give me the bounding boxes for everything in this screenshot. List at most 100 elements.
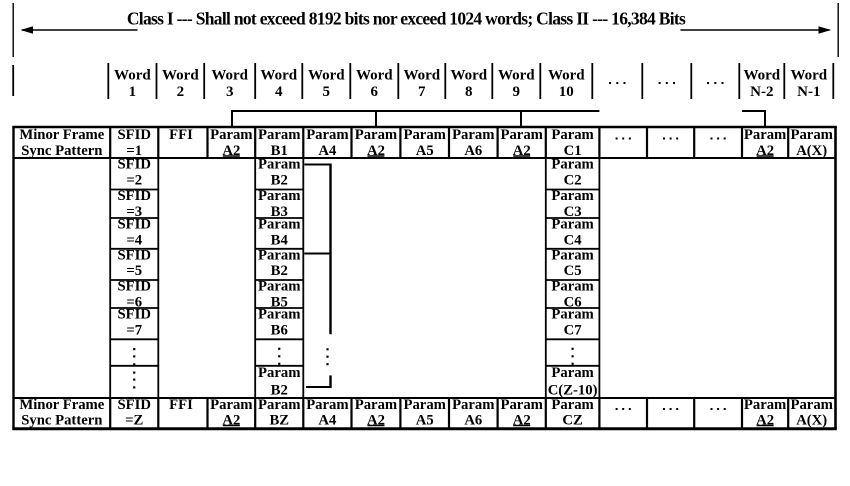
svg-text:A5: A5 [416,412,434,428]
svg-text:7: 7 [418,84,426,100]
svg-text:Param: Param [790,397,832,413]
svg-text:A5: A5 [416,143,434,159]
svg-text:=2: =2 [126,172,142,188]
svg-text:A(X): A(X) [796,143,827,159]
svg-text:CZ: CZ [562,412,583,428]
svg-text:Word: Word [260,68,297,84]
svg-text:Param: Param [258,217,300,233]
svg-text:A2: A2 [367,412,385,428]
svg-text:SFID: SFID [118,127,151,143]
svg-text:Word: Word [403,68,440,84]
svg-text:B1: B1 [271,143,288,159]
svg-text:B6: B6 [271,322,288,338]
svg-text:Param: Param [403,397,445,413]
svg-text:1: 1 [129,84,137,100]
svg-text:=Z: =Z [125,412,143,428]
svg-text:B3: B3 [271,204,288,220]
svg-text:C3: C3 [564,204,582,220]
svg-text:Param: Param [306,127,348,143]
svg-text:SFID: SFID [118,248,151,264]
svg-text:Param: Param [258,365,300,381]
svg-text:Param: Param [551,307,593,323]
svg-text:Param: Param [551,365,593,381]
svg-text:=5: =5 [126,263,142,279]
svg-text:C4: C4 [564,232,583,248]
svg-text:Param: Param [551,248,593,264]
svg-text:=3: =3 [126,204,142,220]
svg-text:C2: C2 [564,172,582,188]
svg-text:Param: Param [551,157,593,173]
svg-text:Param: Param [403,127,445,143]
svg-text:5: 5 [323,84,331,100]
svg-text:A4: A4 [318,412,337,428]
svg-text:Param: Param [551,397,593,413]
svg-text:Param: Param [355,397,397,413]
svg-text:Param: Param [306,397,348,413]
svg-text:B2: B2 [271,263,288,279]
svg-text:10: 10 [559,84,574,100]
svg-text:Word: Word [162,68,199,84]
svg-text:B2: B2 [271,172,288,188]
svg-text:Word: Word [114,68,151,84]
svg-text:Class I --- Shall not exceed 8: Class I --- Shall not exceed 8192 bits n… [127,8,686,28]
svg-text:Param: Param [551,279,593,295]
svg-text:Word: Word [743,68,780,84]
svg-text:A2: A2 [513,143,531,159]
svg-text:Param: Param [744,127,786,143]
svg-text:FFI: FFI [169,127,193,143]
svg-text:Word: Word [211,68,248,84]
svg-text:A2: A2 [222,143,240,159]
svg-text:C1: C1 [564,143,582,159]
svg-text:BZ: BZ [269,412,289,428]
svg-text:Minor Frame: Minor Frame [19,127,104,143]
svg-text:A2: A2 [756,143,774,159]
svg-text:Param: Param [210,127,252,143]
svg-text:N-2: N-2 [750,84,773,100]
svg-text:Minor Frame: Minor Frame [19,397,104,413]
svg-text:SFID: SFID [118,217,151,233]
svg-text:A(X): A(X) [796,412,827,428]
svg-text:Param: Param [551,217,593,233]
svg-text:C5: C5 [564,263,582,279]
svg-text:Param: Param [790,127,832,143]
svg-text:Param: Param [500,397,542,413]
svg-text:C6: C6 [564,294,582,310]
svg-text:Param: Param [551,127,593,143]
svg-text:Word: Word [790,68,827,84]
svg-text:Param: Param [258,157,300,173]
svg-text:SFID: SFID [118,188,151,204]
svg-text:Word: Word [308,68,345,84]
svg-text:4: 4 [275,84,283,100]
svg-text:Param: Param [258,279,300,295]
svg-text:Param: Param [258,248,300,264]
svg-text:C(Z-10): C(Z-10) [548,383,598,399]
svg-text:=1: =1 [126,143,142,159]
svg-text:Word: Word [356,68,393,84]
svg-text:B5: B5 [271,294,288,310]
svg-text:SFID: SFID [118,157,151,173]
svg-text:Param: Param [258,127,300,143]
svg-text:Word: Word [548,68,585,84]
svg-text:Param: Param [258,397,300,413]
svg-text:A6: A6 [464,412,482,428]
svg-text:9: 9 [513,84,521,100]
svg-text:SFID: SFID [118,307,151,323]
svg-text:Param: Param [210,397,252,413]
svg-text:C7: C7 [564,322,582,338]
svg-text:A2: A2 [222,412,240,428]
svg-text:A2: A2 [756,412,774,428]
svg-text:Param: Param [258,307,300,323]
svg-text:A4: A4 [318,143,337,159]
svg-text:Param: Param [551,188,593,204]
svg-text:Param: Param [500,127,542,143]
svg-text:FFI: FFI [169,397,193,413]
svg-text:=4: =4 [126,232,142,248]
svg-text:SFID: SFID [118,397,151,413]
svg-text:B2: B2 [271,383,288,399]
svg-text:SFID: SFID [118,279,151,295]
svg-text:Param: Param [452,397,494,413]
svg-text:3: 3 [226,84,234,100]
svg-text:Sync Pattern: Sync Pattern [21,412,102,428]
svg-text:Param: Param [258,188,300,204]
svg-text:Word: Word [498,68,535,84]
